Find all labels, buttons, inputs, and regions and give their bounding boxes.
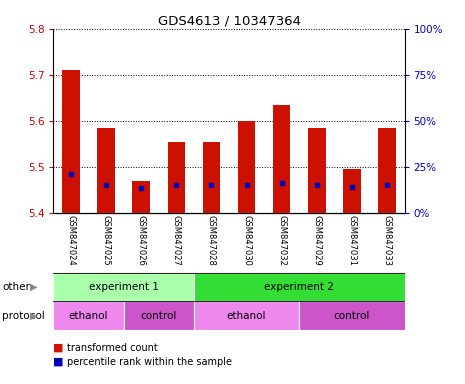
Bar — [238, 121, 255, 213]
Text: protocol: protocol — [2, 311, 45, 321]
Text: ▶: ▶ — [30, 282, 38, 292]
Text: experiment 2: experiment 2 — [264, 282, 334, 292]
Text: GSM847032: GSM847032 — [277, 215, 286, 266]
Text: experiment 1: experiment 1 — [89, 282, 159, 292]
Text: ■: ■ — [53, 357, 64, 367]
Bar — [124, 301, 194, 330]
Text: ethanol: ethanol — [69, 311, 108, 321]
Text: GSM847030: GSM847030 — [242, 215, 251, 266]
Bar — [308, 128, 326, 213]
Bar — [378, 128, 396, 213]
Bar — [299, 301, 405, 330]
Bar — [194, 273, 405, 301]
Bar — [97, 128, 115, 213]
Text: GSM847028: GSM847028 — [207, 215, 216, 266]
Text: control: control — [140, 311, 177, 321]
Text: other: other — [2, 282, 30, 292]
Bar — [343, 169, 361, 213]
Text: transformed count: transformed count — [67, 343, 158, 353]
Text: GSM847025: GSM847025 — [102, 215, 111, 266]
Bar — [203, 142, 220, 213]
Bar — [53, 301, 124, 330]
Bar — [133, 181, 150, 213]
Text: percentile rank within the sample: percentile rank within the sample — [67, 357, 232, 367]
Bar — [53, 273, 194, 301]
Text: control: control — [334, 311, 370, 321]
Title: GDS4613 / 10347364: GDS4613 / 10347364 — [158, 15, 300, 28]
Bar — [273, 105, 291, 213]
Text: GSM847026: GSM847026 — [137, 215, 146, 266]
Bar — [167, 142, 185, 213]
Text: GSM847033: GSM847033 — [383, 215, 392, 266]
Text: GSM847024: GSM847024 — [66, 215, 75, 266]
Text: GSM847027: GSM847027 — [172, 215, 181, 266]
Bar — [62, 70, 80, 213]
Bar — [194, 301, 299, 330]
Text: ▶: ▶ — [30, 311, 38, 321]
Text: GSM847031: GSM847031 — [347, 215, 356, 266]
Text: ethanol: ethanol — [227, 311, 266, 321]
Text: ■: ■ — [53, 343, 64, 353]
Text: GSM847029: GSM847029 — [312, 215, 321, 266]
